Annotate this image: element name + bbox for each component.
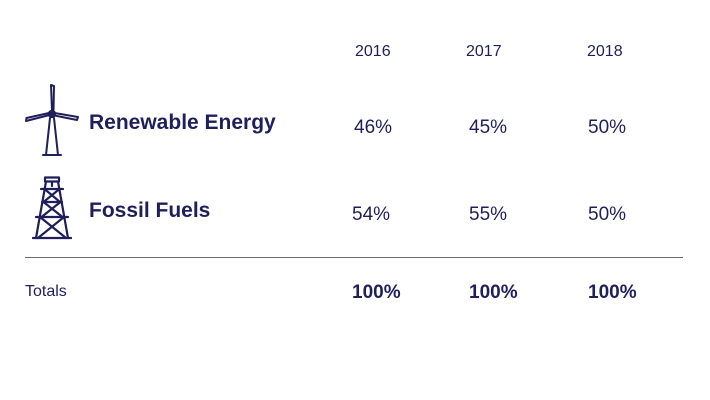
oil-derrick-icon [32, 176, 72, 240]
cell-renewable-2016: 46% [354, 117, 393, 138]
totals-label: Totals [25, 283, 67, 300]
total-2016: 100% [352, 282, 401, 303]
total-2018: 100% [588, 282, 637, 303]
totals-divider [25, 257, 683, 258]
column-header-2016: 2016 [355, 43, 391, 60]
column-header-2018: 2018 [587, 43, 623, 60]
wind-turbine-icon [25, 84, 79, 156]
total-2017: 100% [469, 282, 518, 303]
cell-renewable-2017: 45% [469, 117, 508, 138]
cell-renewable-2018: 50% [588, 117, 627, 138]
cell-fossil-2016: 54% [352, 204, 391, 225]
cell-fossil-2018: 50% [588, 204, 627, 225]
row-label-fossil-fuels: Fossil Fuels [89, 199, 211, 222]
row-label-renewable-energy: Renewable Energy [89, 111, 276, 134]
column-header-2017: 2017 [466, 43, 502, 60]
cell-fossil-2017: 55% [469, 204, 508, 225]
